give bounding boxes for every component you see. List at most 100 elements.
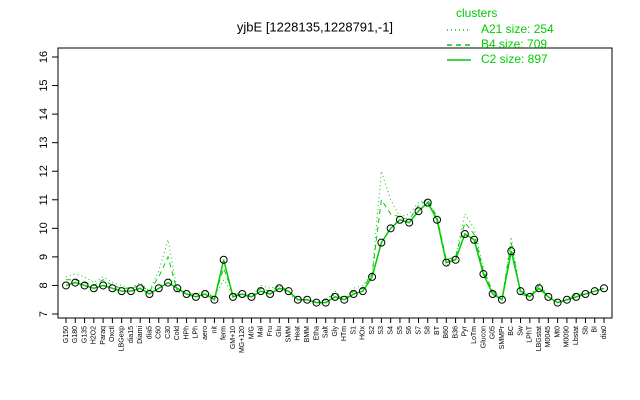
data-point: [99, 281, 108, 290]
x-tick-label: ferm: [221, 326, 228, 340]
x-tick-label: HPh: [183, 326, 190, 340]
data-point: [368, 272, 377, 281]
x-tick-label: Pyr: [462, 325, 469, 336]
y-tick-label: 10: [38, 222, 50, 234]
x-tick-label: Sw: [517, 325, 524, 336]
x-tick-label: BI: [592, 326, 599, 333]
data-point: [219, 255, 228, 264]
data-point: [108, 284, 117, 293]
legend-title: clusters: [456, 6, 497, 20]
x-tick-label: BC: [508, 326, 515, 336]
x-tick-label: M0090: [564, 326, 571, 348]
x-tick-label: M0045: [545, 326, 552, 348]
data-point: [201, 290, 210, 299]
data-point: [126, 287, 135, 296]
data-point: [71, 278, 80, 287]
x-tick-label: MG+120: [239, 326, 246, 353]
data-point: [535, 284, 544, 293]
x-tick-label: Heat: [295, 326, 302, 341]
x-tick-label: S3: [378, 326, 385, 335]
x-tick-label: LPh: [193, 326, 200, 339]
x-tick-label: Oxctl: [109, 326, 116, 342]
data-point: [405, 218, 414, 227]
data-point: [562, 295, 571, 304]
data-point: [293, 295, 302, 304]
x-tick-label: G135: [81, 326, 88, 343]
data-point: [544, 292, 553, 301]
data-point: [284, 287, 293, 296]
x-tick-label: BMM: [304, 326, 311, 343]
x-tick-label: Sb: [582, 326, 589, 335]
data-point: [303, 295, 312, 304]
data-point: [136, 284, 145, 293]
data-point: [321, 298, 330, 307]
data-point: [507, 247, 516, 256]
x-tick-label: Mt0: [554, 326, 561, 338]
x-tick-label: S7: [415, 326, 422, 335]
legend-label: A21 size: 254: [481, 22, 554, 36]
data-point: [358, 287, 367, 296]
series-line: [65, 201, 605, 304]
x-tick-label: G05: [490, 326, 497, 339]
data-point: [62, 281, 70, 290]
x-tick-label: Glucon: [480, 326, 487, 348]
y-tick-label: 8: [38, 282, 50, 288]
legend-label: B4 size: 709: [481, 37, 547, 51]
x-tick-label: S4: [387, 326, 394, 335]
data-point: [117, 287, 126, 296]
y-tick-label: 9: [38, 254, 50, 260]
x-tick-label: SMM: [285, 326, 292, 343]
data-point: [497, 295, 506, 304]
y-tick-label: 13: [38, 137, 50, 149]
data-point: [182, 290, 191, 299]
data-point: [479, 270, 488, 279]
plot-box: [57, 47, 613, 319]
x-tick-label: GM+10: [230, 326, 237, 349]
x-tick-label: LBGstat: [536, 326, 543, 351]
x-tick-label: S2: [369, 326, 376, 335]
data-point: [423, 198, 432, 207]
y-tick-label: 16: [38, 51, 50, 63]
y-tick-label: 15: [38, 79, 50, 91]
data-point: [164, 278, 173, 287]
x-tick-label: S6: [406, 326, 413, 335]
series-line: [66, 198, 605, 304]
x-tick-label: Paraq: [100, 326, 107, 345]
x-tick-label: M/G: [248, 326, 255, 339]
data-point: [386, 224, 395, 233]
x-tick-label: G150: [63, 326, 70, 343]
y-tick-label: 7: [38, 311, 50, 317]
data-point: [331, 292, 339, 301]
x-tick-label: nit: [211, 326, 218, 333]
data-point: [433, 215, 442, 224]
data-point: [312, 298, 321, 307]
data-point: [470, 235, 479, 244]
data-point: [173, 284, 182, 293]
data-point: [256, 287, 265, 296]
x-tick-label: C60: [156, 326, 163, 339]
data-point: [145, 290, 154, 299]
y-tick-label: 11: [38, 194, 50, 205]
data-point: [275, 284, 284, 293]
legend-label: C2 size: 897: [481, 52, 548, 66]
x-tick-label: G180: [72, 326, 79, 343]
x-tick-label: Salt: [323, 326, 330, 338]
x-tick-label: S1: [350, 326, 357, 335]
data-point: [89, 284, 98, 293]
x-tick-label: B36: [452, 326, 459, 339]
data-point: [377, 238, 386, 247]
data-point: [488, 290, 497, 299]
y-tick-label: 14: [38, 108, 50, 120]
data-point: [238, 290, 247, 299]
data-point: [210, 295, 219, 304]
x-tick-label: Etha: [313, 326, 320, 341]
x-tick-label: Diami: [137, 326, 144, 344]
chart-title: yjbE [1228135,1228791,-1]: [237, 19, 393, 34]
x-tick-label: dia15: [128, 326, 135, 343]
data-point: [525, 292, 534, 301]
data-point: [451, 255, 460, 264]
x-tick-label: Cold: [174, 326, 181, 341]
data-point: [581, 290, 590, 299]
x-tick-label: Mal: [258, 326, 265, 338]
data-point: [572, 292, 581, 301]
